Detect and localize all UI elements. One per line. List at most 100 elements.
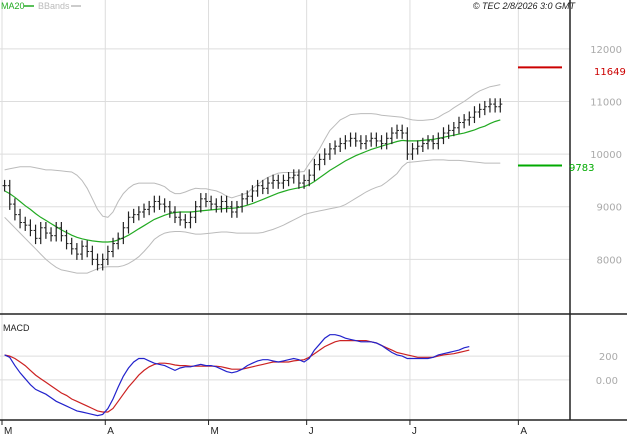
price-tick-label: 9000: [597, 203, 622, 214]
ma20-series: [4, 119, 501, 243]
price-bar: [105, 245, 110, 266]
price-bar: [23, 216, 28, 231]
price-bar: [353, 132, 358, 147]
price-bar: [343, 135, 348, 150]
price-bar: [348, 132, 353, 147]
price-bar: [420, 137, 425, 152]
price-bar: [240, 193, 245, 213]
price-bar: [121, 222, 126, 245]
price-bar: [69, 237, 74, 255]
price-bar: [487, 98, 492, 113]
price-bar: [90, 245, 95, 266]
price-bar: [389, 127, 394, 145]
price-bar: [214, 198, 219, 213]
price-bar: [281, 174, 286, 189]
price-bar: [219, 195, 224, 213]
price-bar: [286, 172, 291, 187]
price-bar: [441, 127, 446, 145]
price-bar: [43, 222, 48, 239]
macd-series: [4, 334, 470, 417]
price-bar: [245, 190, 250, 205]
time-tick-label: A: [107, 426, 114, 437]
price-bar: [54, 222, 59, 242]
price-bar: [482, 100, 487, 116]
price-bar: [172, 206, 177, 224]
price-bar: [369, 132, 374, 147]
price-bar: [188, 211, 193, 229]
price-bar: [59, 222, 64, 242]
price-bar: [410, 143, 415, 160]
price-bar: [302, 174, 307, 189]
support-resistance: [518, 66, 562, 167]
price-bar: [431, 135, 436, 150]
price-bar: [136, 206, 141, 221]
price-bar: [167, 200, 172, 218]
price-bar: [183, 214, 188, 229]
time-tick-label: A: [520, 426, 527, 437]
time-tick-label: J: [309, 426, 314, 437]
price-bar: [364, 135, 369, 150]
price-bar: [157, 195, 162, 210]
macd-line: [4, 334, 470, 417]
price-bar: [472, 106, 477, 124]
ma20-line: [4, 119, 501, 243]
price-bar: [49, 227, 54, 242]
price-bar: [307, 169, 312, 187]
price-bar: [271, 174, 276, 189]
signal-line: [4, 340, 470, 413]
price-bar: [338, 137, 343, 152]
legend-bbands-label: BBands: [38, 1, 70, 11]
price-bar: [38, 222, 43, 245]
legend-ma20-label: MA20: [1, 1, 25, 11]
price-bar: [178, 211, 183, 226]
price-bar: [358, 135, 363, 150]
macd-tick-label: 200: [599, 352, 618, 363]
price-bar: [203, 193, 208, 208]
price-bar: [100, 253, 105, 271]
price-bar: [33, 224, 38, 245]
price-tick-label: 8000: [597, 255, 622, 266]
price-bar: [400, 124, 405, 139]
price-bar: [152, 195, 157, 213]
price-bar: [260, 179, 265, 195]
price-bar: [415, 140, 420, 155]
price-bar: [322, 148, 327, 166]
price-bar: [111, 237, 116, 258]
price-bar: [327, 143, 332, 160]
price-bar: [255, 179, 260, 197]
price-bar: [7, 179, 12, 210]
price-bar: [379, 135, 384, 150]
price-bar: [234, 200, 239, 218]
price-bar: [265, 177, 270, 195]
price-bar: [126, 211, 131, 234]
price-bar: [229, 200, 234, 218]
price-bar: [198, 193, 203, 213]
support-label: 9783: [569, 163, 594, 174]
price-bar: [276, 174, 281, 189]
resistance-label: 11649: [594, 67, 626, 78]
price-bar: [312, 158, 317, 181]
price-bar: [426, 135, 430, 150]
price-bar: [12, 198, 17, 221]
price-bar: [467, 111, 472, 126]
price-bar: [64, 229, 69, 250]
price-tick-label: 11000: [590, 97, 622, 108]
price-bar: [131, 208, 136, 224]
price-bar: [477, 103, 482, 118]
price-bar: [493, 98, 498, 113]
price-bar: [142, 203, 146, 218]
price-bar: [250, 185, 255, 202]
price-bar: [193, 200, 198, 224]
price-bar: [374, 132, 379, 147]
price-bar: [333, 140, 338, 155]
price-bar: [209, 195, 214, 210]
price-bar: [317, 153, 322, 171]
price-bar: [395, 124, 400, 139]
price-tick-label: 12000: [590, 45, 622, 56]
price-bar: [18, 208, 23, 229]
price-bar: [384, 132, 389, 150]
price-bar: [462, 114, 467, 129]
price-bar: [224, 195, 229, 213]
timestamp: © TEC 2/8/2026 3:0 GMT: [473, 1, 577, 11]
